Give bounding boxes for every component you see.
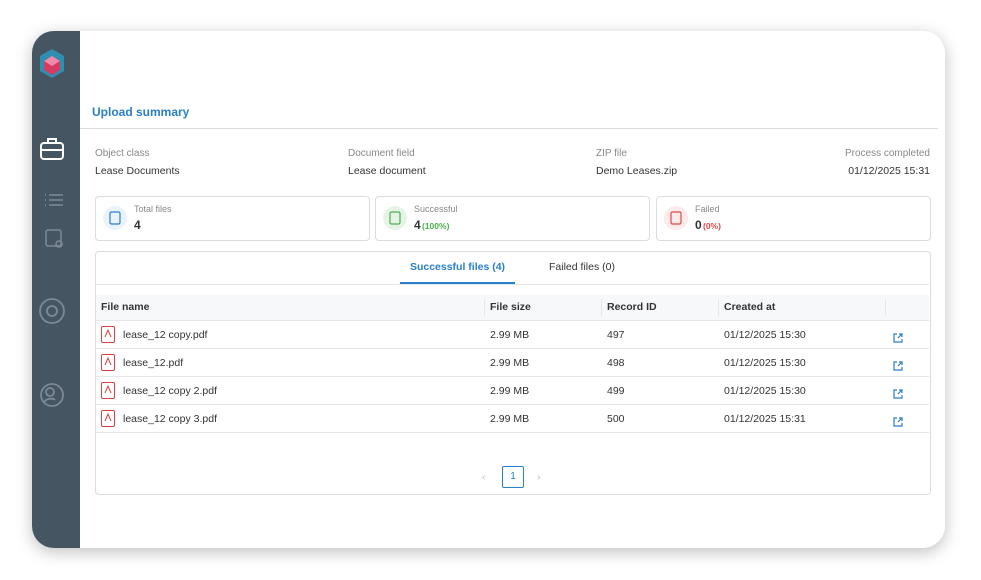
tab-divider: [96, 284, 929, 285]
table-row: [96, 376, 929, 377]
stat-icon: [383, 206, 407, 230]
cell: lease_12 copy 3.pdf: [123, 413, 217, 425]
cell: 01/12/2025 15:30: [724, 385, 806, 397]
pdf-icon: [101, 326, 115, 348]
list-icon[interactable]: [45, 194, 63, 206]
sidebar-icons: [39, 49, 65, 407]
cell: 2.99 MB: [490, 413, 530, 425]
cell: lease_12 copy.pdf: [123, 329, 208, 341]
stat-value: 0: [695, 218, 702, 232]
divider: [80, 128, 938, 129]
stat-card: [656, 196, 931, 241]
cell: 01/12/2025 15:30: [724, 357, 806, 369]
info-value: 01/12/2025 15:31: [848, 165, 930, 177]
table-header: [96, 295, 929, 321]
cell: lease_12 copy 2.pdf: [123, 385, 217, 397]
prev-page[interactable]: ‹: [482, 471, 486, 483]
stat-value: 4: [414, 218, 421, 232]
stat-icon: [664, 206, 688, 230]
cell: 01/12/2025 15:31: [724, 413, 806, 425]
app-window: Upload summary Object class Lease Documen…: [32, 31, 945, 548]
cell: 499: [607, 385, 625, 397]
table-row: [96, 432, 929, 433]
open-link[interactable]: [893, 330, 903, 348]
results-panel: [95, 251, 931, 495]
stat-label: Total files: [134, 204, 172, 214]
column-separator: [885, 299, 886, 316]
cell: 01/12/2025 15:30: [724, 329, 806, 341]
open-link[interactable]: [893, 414, 903, 432]
sidebar: [32, 31, 80, 548]
stat-label: Failed: [695, 204, 720, 214]
pdf-icon: [101, 354, 115, 376]
table-row: [96, 404, 929, 405]
cell: lease_12.pdf: [123, 357, 184, 369]
info-value: Lease Documents: [95, 165, 180, 177]
cell: 2.99 MB: [490, 357, 530, 369]
stat-card: [375, 196, 650, 241]
open-link[interactable]: [893, 358, 903, 376]
column-separator: [718, 299, 719, 316]
page-title: Upload summary: [92, 105, 190, 119]
page-button[interactable]: 1: [502, 466, 524, 488]
stat-percent: (100%): [422, 221, 450, 231]
column-header: File name: [101, 301, 150, 313]
cell: 2.99 MB: [490, 385, 530, 397]
column-header: Created at: [724, 301, 776, 313]
info-label: Process completed: [844, 148, 930, 159]
pdf-icon: [101, 410, 115, 432]
pdf-icon: [101, 382, 115, 404]
next-page[interactable]: ›: [537, 471, 541, 483]
stat-label: Successful: [414, 204, 458, 214]
info-value: Lease document: [348, 165, 426, 177]
table-row: [96, 348, 929, 349]
info-label: Object class: [95, 148, 150, 159]
stat-value: 4: [134, 218, 141, 232]
open-link[interactable]: [893, 386, 903, 404]
document-icon[interactable]: [45, 229, 63, 248]
cell: 500: [607, 413, 625, 425]
info-label: Document field: [348, 148, 415, 159]
stat-icon: [103, 206, 127, 230]
column-separator: [601, 299, 602, 316]
cell: 497: [607, 329, 625, 341]
info-value: Demo Leases.zip: [596, 165, 678, 177]
tab-underline: [400, 282, 515, 284]
stat-percent: (0%): [703, 221, 721, 231]
column-header: File size: [490, 301, 531, 313]
cell: 2.99 MB: [490, 329, 530, 341]
column-header: Record ID: [607, 301, 657, 313]
cell: 498: [607, 357, 625, 369]
account-icon[interactable]: [40, 383, 64, 407]
column-separator: [484, 299, 485, 316]
info-label: ZIP file: [596, 148, 627, 159]
briefcase-icon[interactable]: [40, 138, 64, 160]
tab-failed[interactable]: Failed files (0): [549, 261, 615, 273]
stat-card: [95, 196, 370, 241]
settings-icon[interactable]: [39, 298, 65, 324]
tab-successful[interactable]: Successful files (4): [409, 261, 506, 273]
